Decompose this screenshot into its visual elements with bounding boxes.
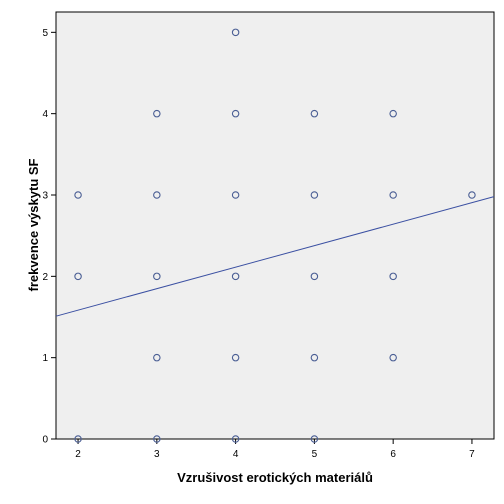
x-axis-ticks: 2 3 4 5 6 7 [75,439,475,460]
x-tick-label: 4 [233,449,239,460]
y-tick-label: 1 [42,353,48,364]
data-point [231,272,240,281]
data-point [389,109,397,118]
data-point [310,353,319,362]
x-tick-label: 5 [312,449,318,460]
y-axis-ticks: 0 1 2 3 4 5 [42,28,56,446]
data-point [153,272,161,281]
data-point [74,191,82,199]
data-point [231,353,240,362]
data-point [310,191,319,199]
data-point [468,191,476,199]
data-point [389,353,397,362]
plot-area [55,11,495,440]
data-point [153,109,161,118]
x-tick-label: 2 [75,449,81,460]
y-tick-label: 2 [42,272,48,283]
data-point [153,191,161,199]
y-tick-label: 4 [42,109,48,120]
y-axis-title: frekvence výskytu SF [26,158,41,291]
x-tick-label: 3 [154,449,160,460]
data-point [310,272,319,281]
data-point [231,109,240,118]
data-point [231,435,240,443]
x-axis-title: Vzrušivost erotických materiálů [177,470,373,485]
y-tick-label: 5 [42,28,48,39]
data-point [231,28,240,37]
y-tick-label: 0 [42,435,48,446]
data-point [153,435,161,443]
y-tick-label: 3 [42,191,48,202]
x-tick-label: 7 [469,449,475,460]
data-point [74,272,82,281]
data-point [389,272,397,281]
data-point [310,435,319,443]
data-point [74,435,82,443]
data-point [153,353,161,362]
data-point [389,191,397,199]
data-point [310,109,319,118]
data-points [74,28,476,443]
data-point [231,191,240,199]
fit-line [55,196,495,317]
x-tick-label: 6 [390,449,396,460]
